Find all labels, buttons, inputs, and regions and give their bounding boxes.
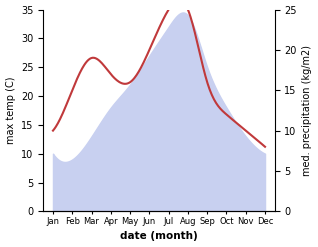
X-axis label: date (month): date (month) (120, 231, 198, 242)
Y-axis label: max temp (C): max temp (C) (5, 77, 16, 144)
Y-axis label: med. precipitation (kg/m2): med. precipitation (kg/m2) (302, 45, 313, 176)
